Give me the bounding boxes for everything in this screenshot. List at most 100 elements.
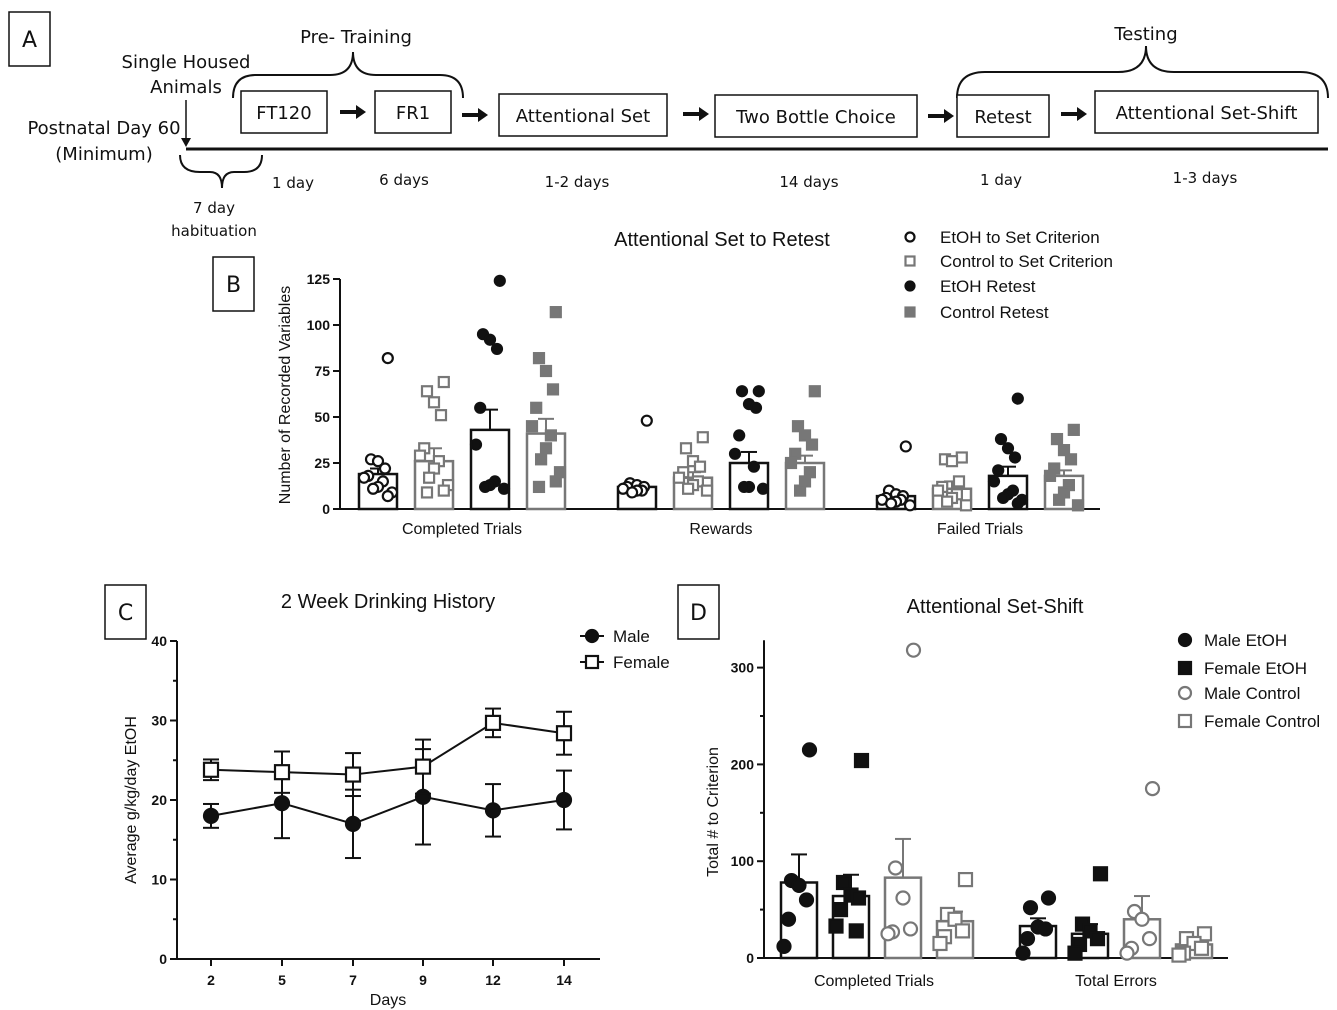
- step-label: Attentional Set-Shift: [1116, 103, 1298, 124]
- data-point: [525, 420, 539, 433]
- step-box: [714, 94, 918, 138]
- y-tick-label: 75: [314, 363, 330, 379]
- data-point: [534, 453, 548, 466]
- legend-marker: [904, 280, 916, 292]
- data-point: [1011, 392, 1024, 405]
- x-tick-label: 12: [485, 972, 501, 988]
- data-point: [940, 495, 954, 508]
- data-point: [1019, 931, 1036, 947]
- data-point: [756, 482, 770, 495]
- panel-b-label-box: [212, 256, 255, 312]
- data-point: [959, 499, 973, 512]
- data-point: [357, 471, 371, 484]
- y-tick-label: 40: [151, 633, 167, 649]
- data-point: [1050, 432, 1064, 446]
- data-point: [987, 475, 1001, 488]
- data-point: [696, 431, 709, 444]
- panel-c-xlabel: Days: [370, 992, 406, 1009]
- panel-c-label-box: [104, 584, 147, 640]
- postnatal-line2: (Minimum): [55, 144, 152, 165]
- data-point: [1141, 931, 1158, 947]
- data-point: [420, 385, 434, 398]
- data-point: [381, 352, 394, 365]
- step-label: FT120: [256, 103, 311, 124]
- legend-label: Male: [613, 627, 650, 646]
- data-point: [1171, 947, 1187, 963]
- data-point: [530, 401, 543, 414]
- y-tick-label: 100: [731, 853, 755, 869]
- data-point: [371, 455, 385, 468]
- data-point: [693, 460, 707, 473]
- data-point: [414, 758, 432, 775]
- y-tick-label: 125: [307, 271, 331, 287]
- data-point: [828, 918, 844, 934]
- data-point: [1022, 900, 1039, 916]
- data-point: [672, 471, 686, 484]
- panel-b-ylabel: Number of Recorded Variables: [277, 286, 294, 504]
- data-point: [899, 440, 912, 453]
- data-point: [728, 447, 742, 460]
- data-point: [798, 892, 815, 908]
- data-point: [793, 484, 807, 497]
- data-point: [493, 274, 506, 287]
- x-tick-label: 2: [207, 972, 215, 988]
- legend-marker: [584, 628, 600, 644]
- panel-d-label-box: [677, 584, 720, 640]
- legend-marker: [1177, 713, 1193, 729]
- legend-marker: [1177, 660, 1193, 676]
- data-point: [679, 442, 693, 455]
- data-point: [474, 401, 487, 414]
- data-point: [1052, 493, 1066, 506]
- data-point: [423, 471, 436, 484]
- x-tick-label: 14: [556, 972, 572, 988]
- data-point: [832, 901, 849, 918]
- panel-d-ylabel: Total # to Criterion: [705, 747, 722, 877]
- step-arrow-head: [478, 108, 488, 122]
- data-point: [549, 306, 562, 319]
- panel-d-label: D: [690, 601, 707, 626]
- data-point: [880, 926, 896, 942]
- panel-b: B Attentional Set to Retest Number of Re…: [212, 228, 1113, 538]
- data-point: [555, 725, 573, 742]
- step-label: Two Bottle Choice: [735, 107, 896, 128]
- data-point: [895, 890, 911, 906]
- legend-label: EtOH to Set Criterion: [940, 228, 1100, 247]
- data-point: [835, 874, 852, 891]
- data-point: [539, 442, 553, 455]
- data-point: [469, 438, 483, 451]
- series-line: [210, 721, 565, 776]
- legend-label: Female EtOH: [1204, 659, 1307, 678]
- data-point: [1134, 911, 1150, 927]
- panel-a-label: A: [22, 28, 37, 53]
- y-tick-label: 0: [746, 950, 754, 966]
- data-point: [273, 795, 291, 812]
- data-point: [1144, 780, 1161, 797]
- data-point: [344, 766, 362, 783]
- step-duration: 1 day: [980, 171, 1022, 189]
- data-point: [735, 385, 749, 398]
- y-tick-label: 20: [151, 792, 167, 808]
- category-label: Completed Trials: [402, 521, 522, 538]
- panel-c-title: 2 Week Drinking History: [281, 591, 495, 613]
- step-arrow-head: [356, 105, 366, 119]
- step-arrow-head: [1077, 107, 1087, 121]
- data-point: [749, 401, 763, 414]
- y-tick-label: 200: [731, 756, 755, 772]
- legend-label: Control to Set Criterion: [940, 252, 1113, 271]
- legend-marker: [904, 255, 916, 267]
- data-point: [994, 432, 1008, 446]
- data-point: [931, 484, 945, 497]
- data-point: [490, 342, 504, 356]
- y-tick-label: 50: [314, 409, 330, 425]
- legend-marker: [1177, 685, 1193, 701]
- timeline-steps: FT120 1 day FR1 6 days Attentional Set 1-2 da…: [240, 90, 1319, 192]
- data-point: [484, 714, 502, 731]
- data-point: [957, 871, 974, 888]
- data-point: [801, 742, 818, 758]
- chart-b: 0 25 50 75 100 125 Completed Trials Rewards Fail…: [307, 228, 1113, 538]
- legend-label: Control Retest: [940, 303, 1049, 322]
- data-point: [549, 475, 562, 488]
- chart-d: 0 100 200 300 Completed Trials Total Errors Ma…: [731, 631, 1321, 990]
- data-point: [532, 480, 546, 494]
- data-point: [996, 491, 1010, 505]
